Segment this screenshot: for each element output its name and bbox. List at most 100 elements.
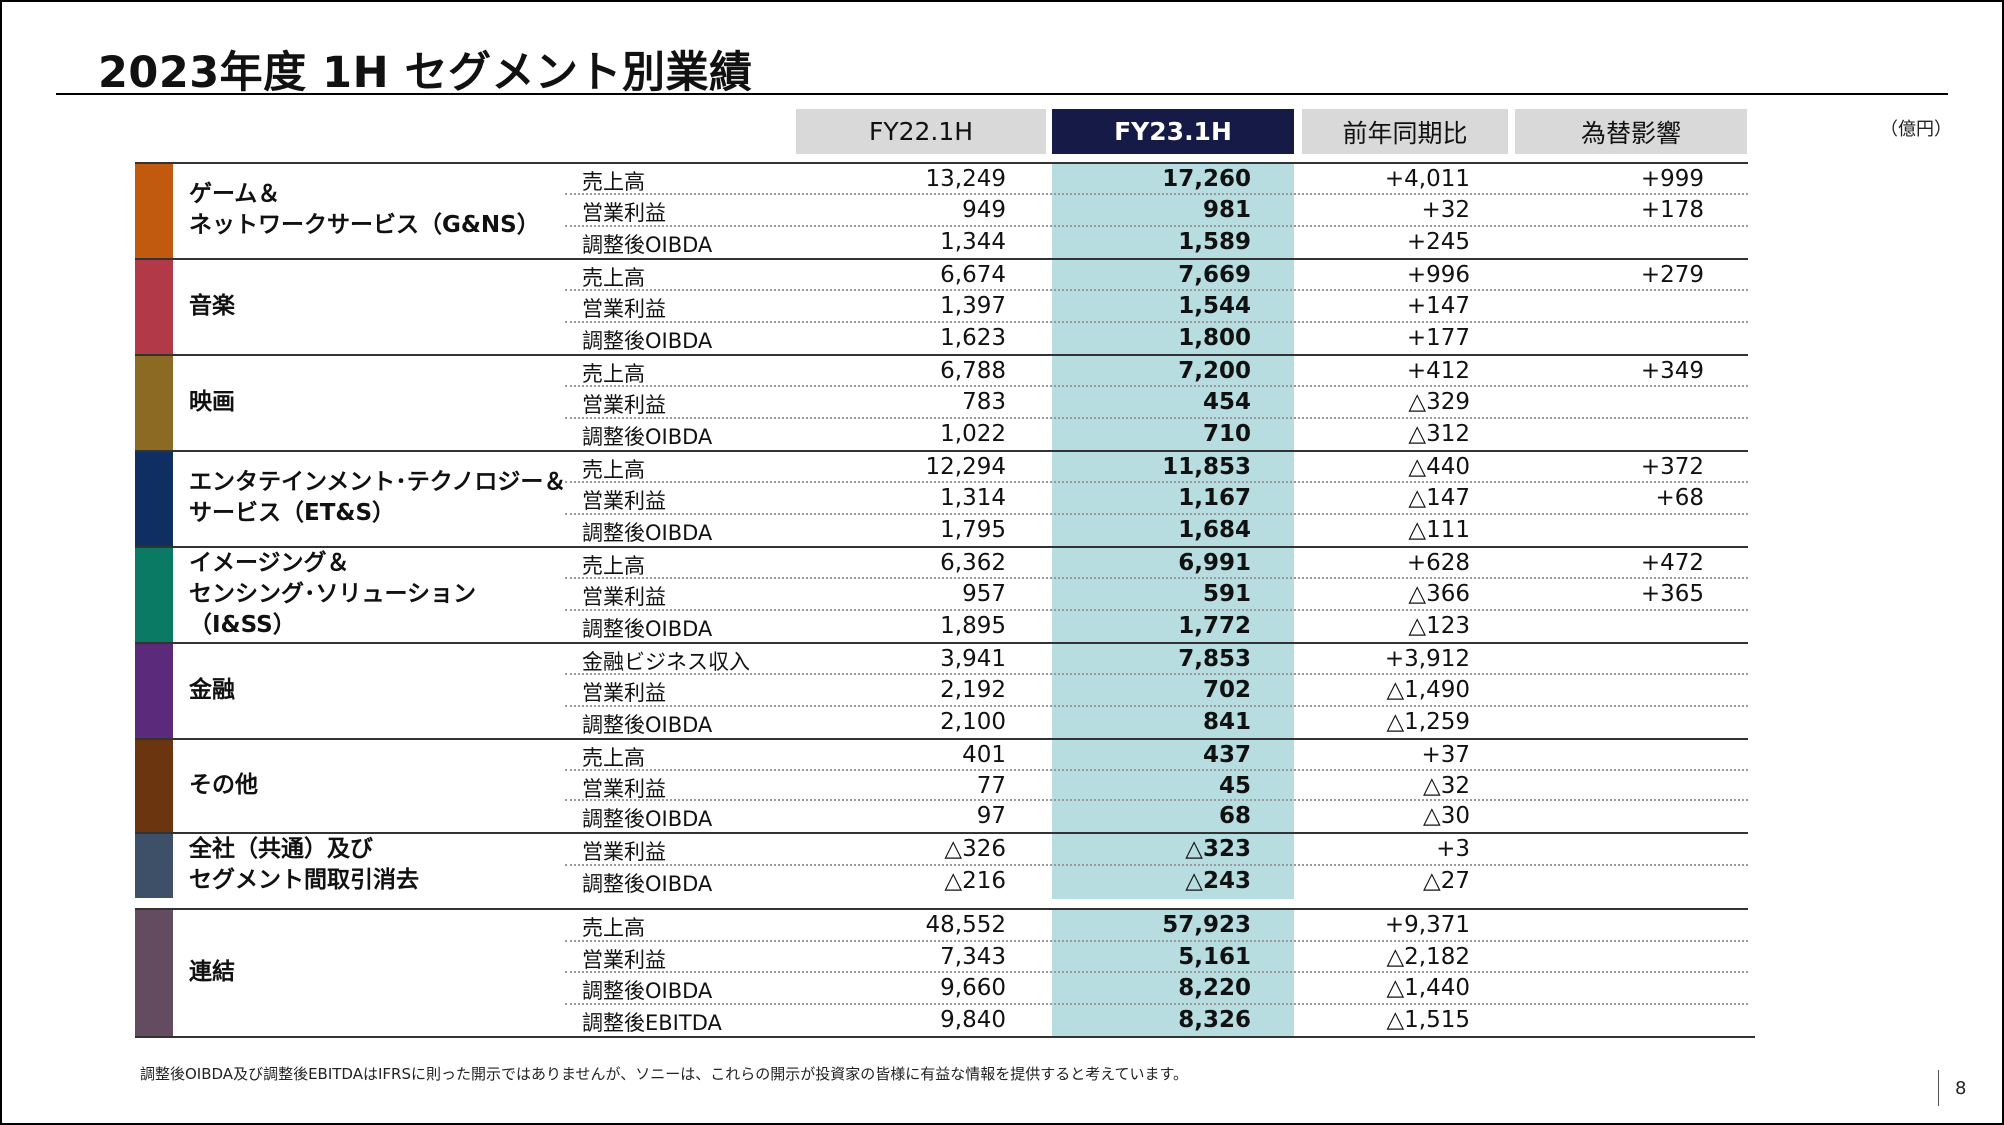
fy23-value: 454 (1202, 389, 1251, 416)
header-yoy: 前年同期比 (1302, 109, 1508, 154)
yoy-change: △32 (1423, 772, 1470, 799)
table-row: 調整後OIBDA 9,660 8,220 △1,440 (565, 973, 1748, 1005)
fx-impact: +472 (1640, 550, 1704, 576)
segment-color-bar (135, 834, 173, 898)
fy23-value: 8,220 (1178, 975, 1251, 1001)
segment-block: エンタテインメント･テクノロジー＆ サービス（ET&S） 売上高 12,294 11,… (135, 450, 1748, 546)
segment-name: ゲーム＆ ネットワークサービス（G&NS） (189, 181, 540, 238)
table-row: 売上高 6,788 7,200 +412 +349 (565, 356, 1748, 388)
segment-color-bar (135, 644, 173, 738)
fy23-value: 1,167 (1178, 485, 1251, 512)
page-number: 8 (1955, 1078, 1967, 1099)
fy23-value: 5,161 (1178, 943, 1251, 970)
table-row: 営業利益 1,314 1,167 △147 +68 (565, 483, 1748, 515)
metric-label: 営業利益 (582, 947, 666, 972)
fx-impact: +178 (1640, 197, 1704, 224)
table-row: 調整後OIBDA 1,895 1,772 △123 (565, 611, 1748, 641)
fy22-value: 3,941 (940, 646, 1006, 672)
fy22-value: 97 (976, 803, 1006, 830)
table-row: 売上高 48,552 57,923 +9,371 (565, 910, 1748, 942)
fy23-value: 710 (1202, 420, 1251, 447)
fy23-value: 437 (1202, 742, 1251, 768)
metric-label: 営業利益 (582, 297, 666, 322)
table-row: 売上高 6,362 6,991 +628 +472 (565, 548, 1748, 580)
segment-divider (135, 738, 1748, 740)
table-bottom-rule (135, 1036, 1755, 1038)
segment-color-bar (135, 164, 173, 258)
fy23-value: 1,684 (1178, 516, 1251, 543)
segment-divider (135, 832, 1748, 834)
yoy-change: +996 (1406, 262, 1470, 288)
fy22-value: 401 (962, 742, 1006, 768)
segment-block: ゲーム＆ ネットワークサービス（G&NS） 売上高 13,249 17,260 +4,0… (135, 162, 1748, 258)
fx-impact: +68 (1655, 485, 1704, 512)
table-row: 調整後OIBDA △216 △243 △27 (565, 866, 1748, 896)
fy22-value: 949 (962, 197, 1006, 224)
yoy-change: △2,182 (1386, 943, 1470, 970)
yoy-change: +412 (1406, 358, 1470, 384)
yoy-change: +4,011 (1384, 166, 1470, 192)
yoy-change: △27 (1423, 868, 1470, 894)
segment-name: 音楽 (189, 292, 235, 319)
fy23-value: 57,923 (1162, 912, 1251, 938)
segment-color-bar (135, 740, 173, 832)
metric-label: 営業利益 (582, 489, 666, 514)
yoy-change: +628 (1406, 550, 1470, 576)
yoy-change: △329 (1408, 389, 1470, 416)
metric-label: 売上高 (582, 554, 645, 578)
segment-block: 全社（共通）及び セグメント間取引消去 営業利益 △326 △323 +3 調整後OIBD… (135, 832, 1748, 898)
table-row: 金融ビジネス収入 3,941 7,853 +3,912 (565, 644, 1748, 676)
fy23-value: 6,991 (1178, 550, 1251, 576)
fx-impact: +372 (1640, 454, 1704, 480)
fy23-highlight-column (1052, 162, 1294, 1038)
fy22-value: △326 (944, 836, 1006, 862)
metric-label: 売上高 (582, 746, 645, 770)
metric-label: 調整後OIBDA (582, 616, 713, 641)
page-separator (1938, 1070, 1939, 1106)
table-row: 営業利益 77 45 △32 (565, 771, 1748, 802)
fy23-value: 7,669 (1178, 262, 1251, 288)
table-row: 営業利益 △326 △323 +3 (565, 834, 1748, 866)
fy23-value: 1,772 (1178, 612, 1251, 639)
fy22-value: 957 (962, 581, 1006, 608)
metric-label: 金融ビジネス収入 (582, 650, 750, 674)
segment-name: その他 (189, 771, 258, 798)
segment-color-bar (135, 910, 173, 1036)
header-fy23: FY23.1H (1052, 109, 1294, 154)
segment-name: エンタテインメント･テクノロジー＆ サービス（ET&S） (189, 469, 567, 526)
yoy-change: △440 (1408, 454, 1470, 480)
fx-impact: +349 (1640, 358, 1704, 384)
fy22-value: 783 (962, 389, 1006, 416)
fy22-value: 6,674 (940, 262, 1006, 288)
fx-impact: +999 (1640, 166, 1704, 192)
metric-label: 売上高 (582, 362, 645, 386)
segment-block: 金融 金融ビジネス収入 3,941 7,853 +3,912 営業利益 2,192 702 △1… (135, 642, 1748, 738)
yoy-change: △1,440 (1386, 975, 1470, 1001)
fy22-value: 9,840 (940, 1006, 1006, 1033)
table-row: 調整後OIBDA 1,623 1,800 +177 (565, 323, 1748, 353)
yoy-change: +147 (1406, 293, 1470, 320)
unit-label: （億円） (1880, 119, 1952, 140)
metric-label: 調整後OIBDA (582, 807, 713, 832)
metric-label: 売上高 (582, 170, 645, 194)
fy22-value: 1,795 (940, 516, 1006, 543)
fy23-value: 841 (1202, 708, 1251, 735)
metric-label: 調整後OIBDA (582, 232, 713, 257)
consolidated-gap (1052, 899, 1294, 909)
fy22-value: 1,623 (940, 324, 1006, 351)
metric-label: 営業利益 (582, 585, 666, 610)
yoy-change: +37 (1421, 742, 1470, 768)
fy22-value: 2,192 (940, 677, 1006, 704)
fy23-value: 7,853 (1178, 646, 1251, 672)
metric-label: 営業利益 (582, 840, 666, 864)
fy23-value: 591 (1202, 581, 1251, 608)
segment-block: その他 売上高 401 437 +37 営業利益 77 45 △32 調整後OIBDA 97 68 △3… (135, 738, 1748, 832)
table-row: 調整後OIBDA 2,100 841 △1,259 (565, 707, 1748, 737)
yoy-change: +9,371 (1384, 912, 1470, 938)
segment-color-bar (135, 260, 173, 354)
yoy-change: △30 (1423, 803, 1470, 830)
metric-label: 調整後OIBDA (582, 872, 713, 896)
table-row: 営業利益 783 454 △329 (565, 387, 1748, 419)
fy23-value: △243 (1185, 868, 1251, 894)
fy22-value: 6,788 (940, 358, 1006, 384)
